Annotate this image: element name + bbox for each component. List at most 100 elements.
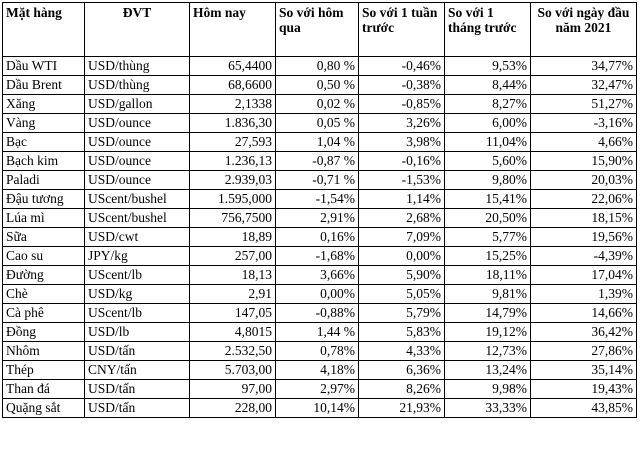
- change-week-cell: 2,68%: [358, 208, 445, 228]
- table-row: Dầu Brent USD/thùng 68,6600 0,50 % -0,38% 8,4…: [2, 75, 637, 95]
- table-row: Đường UScent/lb 18,13 3,66% 5,90% 18,11% 17,04…: [2, 265, 637, 285]
- change-day-cell: 0,78%: [275, 341, 359, 361]
- price-today-cell: 5.703,00: [189, 360, 276, 380]
- change-month-cell: 5,77%: [444, 227, 531, 247]
- unit-cell: CNY/tấn: [84, 360, 190, 380]
- table-row: Cao su JPY/kg 257,00 -1,68% 0,00% 15,25% -4,39…: [2, 246, 637, 266]
- change-day-cell: 0,80 %: [275, 56, 359, 76]
- change-ytd-cell: 27,86%: [530, 341, 637, 361]
- change-ytd-cell: 17,04%: [530, 265, 637, 285]
- change-month-cell: 9,81%: [444, 284, 531, 304]
- change-day-cell: 10,14%: [275, 398, 359, 418]
- commodity-name-cell: Dầu WTI: [2, 56, 85, 76]
- unit-cell: UScent/bushel: [84, 208, 190, 228]
- unit-cell: USD/ounce: [84, 151, 190, 171]
- change-ytd-cell: 36,42%: [530, 322, 637, 342]
- change-day-cell: 0,00%: [275, 284, 359, 304]
- change-ytd-cell: 18,15%: [530, 208, 637, 228]
- price-today-cell: 68,6600: [189, 75, 276, 95]
- header-vs-year-start: So với ngày đầu năm 2021: [530, 2, 637, 57]
- change-ytd-cell: 19,43%: [530, 379, 637, 399]
- header-vs-week: So với 1 tuần trước: [358, 2, 445, 57]
- price-today-cell: 18,13: [189, 265, 276, 285]
- table-row: Lúa mì UScent/bushel 756,7500 2,91% 2,68% 20,…: [2, 208, 637, 228]
- unit-cell: USD/kg: [84, 284, 190, 304]
- table-row: Vàng USD/ounce 1.836,30 0,05 % 3,26% 6,00% -3,…: [2, 113, 637, 133]
- change-day-cell: 1,04 %: [275, 132, 359, 152]
- change-month-cell: 19,12%: [444, 322, 531, 342]
- commodity-name-cell: Lúa mì: [2, 208, 85, 228]
- commodity-name-cell: Bạch kim: [2, 151, 85, 171]
- commodity-name-cell: Nhôm: [2, 341, 85, 361]
- change-month-cell: 9,80%: [444, 170, 531, 190]
- change-week-cell: -0,85%: [358, 94, 445, 114]
- change-ytd-cell: 19,56%: [530, 227, 637, 247]
- unit-cell: USD/gallon: [84, 94, 190, 114]
- change-week-cell: 7,09%: [358, 227, 445, 247]
- change-month-cell: 9,53%: [444, 56, 531, 76]
- change-ytd-cell: 14,66%: [530, 303, 637, 323]
- change-week-cell: 3,26%: [358, 113, 445, 133]
- change-ytd-cell: 32,47%: [530, 75, 637, 95]
- commodity-name-cell: Chè: [2, 284, 85, 304]
- change-week-cell: 4,33%: [358, 341, 445, 361]
- commodity-name-cell: Xăng: [2, 94, 85, 114]
- commodity-price-table: Mặt hàng ĐVT Hôm nay So với hôm qua So v…: [2, 2, 637, 418]
- table-row: Bạch kim USD/ounce 1.236,13 -0,87 % -0,16% 5,…: [2, 151, 637, 171]
- price-today-cell: 228,00: [189, 398, 276, 418]
- unit-cell: USD/thùng: [84, 75, 190, 95]
- unit-cell: UScent/bushel: [84, 189, 190, 209]
- change-day-cell: -1,54%: [275, 189, 359, 209]
- commodity-name-cell: Paladi: [2, 170, 85, 190]
- price-today-cell: 257,00: [189, 246, 276, 266]
- change-week-cell: 1,14%: [358, 189, 445, 209]
- commodity-name-cell: Than đá: [2, 379, 85, 399]
- table-row: Thép CNY/tấn 5.703,00 4,18% 6,36% 13,24% 35,14…: [2, 360, 637, 380]
- commodity-name-cell: Đậu tương: [2, 189, 85, 209]
- change-day-cell: 0,02 %: [275, 94, 359, 114]
- commodity-name-cell: Đường: [2, 265, 85, 285]
- price-today-cell: 65,4400: [189, 56, 276, 76]
- unit-cell: USD/tấn: [84, 379, 190, 399]
- change-ytd-cell: 43,85%: [530, 398, 637, 418]
- change-day-cell: 4,18%: [275, 360, 359, 380]
- change-ytd-cell: 4,66%: [530, 132, 637, 152]
- change-month-cell: 6,00%: [444, 113, 531, 133]
- price-today-cell: 2.532,50: [189, 341, 276, 361]
- change-week-cell: 0,00%: [358, 246, 445, 266]
- change-ytd-cell: 22,06%: [530, 189, 637, 209]
- commodity-name-cell: Thép: [2, 360, 85, 380]
- change-month-cell: 8,44%: [444, 75, 531, 95]
- change-month-cell: 15,41%: [444, 189, 531, 209]
- commodity-name-cell: Quặng sắt: [2, 398, 85, 418]
- table-row: Đậu tương UScent/bushel 1.595,000 -1,54% 1,1…: [2, 189, 637, 209]
- change-month-cell: 20,50%: [444, 208, 531, 228]
- commodity-name-cell: Đồng: [2, 322, 85, 342]
- price-today-cell: 97,00: [189, 379, 276, 399]
- change-month-cell: 11,04%: [444, 132, 531, 152]
- table-row: Bạc USD/ounce 27,593 1,04 % 3,98% 11,04% 4,66%: [2, 132, 637, 152]
- change-week-cell: 5,83%: [358, 322, 445, 342]
- change-month-cell: 5,60%: [444, 151, 531, 171]
- change-month-cell: 13,24%: [444, 360, 531, 380]
- header-commodity: Mặt hàng: [2, 2, 85, 57]
- change-week-cell: 5,90%: [358, 265, 445, 285]
- table-row: Đồng USD/lb 4,8015 1,44 % 5,83% 19,12% 36,42%: [2, 322, 637, 342]
- change-month-cell: 9,98%: [444, 379, 531, 399]
- price-today-cell: 2,1338: [189, 94, 276, 114]
- change-day-cell: 0,16%: [275, 227, 359, 247]
- change-week-cell: 5,79%: [358, 303, 445, 323]
- price-today-cell: 2,91: [189, 284, 276, 304]
- change-week-cell: -1,53%: [358, 170, 445, 190]
- header-unit: ĐVT: [84, 2, 190, 57]
- change-week-cell: -0,46%: [358, 56, 445, 76]
- change-month-cell: 18,11%: [444, 265, 531, 285]
- unit-cell: UScent/lb: [84, 303, 190, 323]
- price-today-cell: 4,8015: [189, 322, 276, 342]
- change-week-cell: 6,36%: [358, 360, 445, 380]
- change-week-cell: 8,26%: [358, 379, 445, 399]
- unit-cell: USD/tấn: [84, 398, 190, 418]
- change-day-cell: 0,50 %: [275, 75, 359, 95]
- unit-cell: UScent/lb: [84, 265, 190, 285]
- unit-cell: JPY/kg: [84, 246, 190, 266]
